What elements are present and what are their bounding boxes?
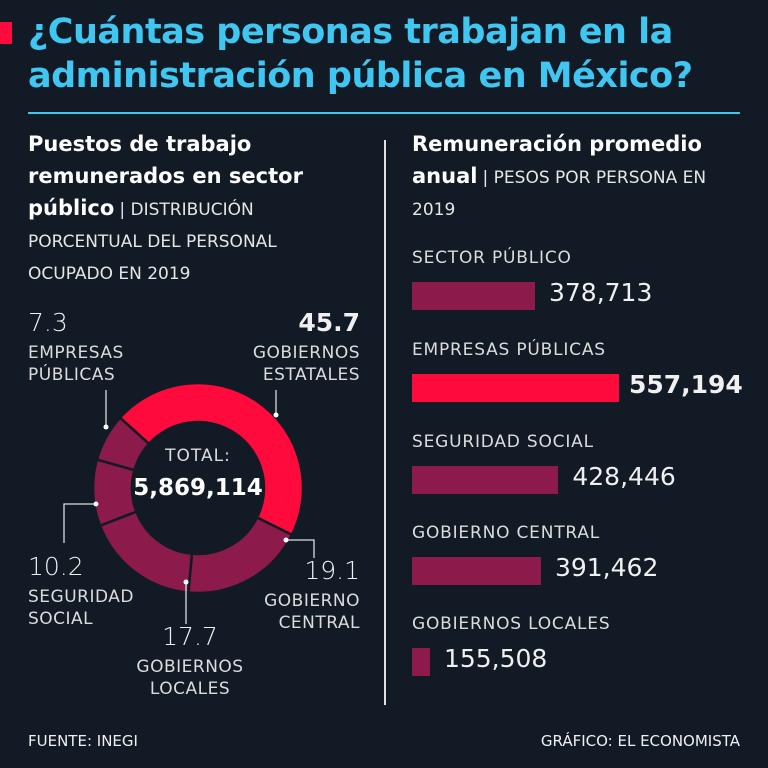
credit-note: GRÁFICO: EL ECONOMISTA bbox=[540, 732, 740, 750]
page-title: ¿Cuántas personas trabajan en la adminis… bbox=[28, 12, 693, 96]
bar bbox=[412, 282, 535, 310]
bar-value-label: 428,446 bbox=[572, 462, 676, 491]
slice-label-empresas: EMPRESAS PÚBLICAS bbox=[28, 343, 124, 385]
left-heading-block: Puestos de trabajo remunerados en sector… bbox=[28, 128, 348, 290]
slice-value-estatales: 45.7 bbox=[298, 308, 360, 337]
bar-category-label: GOBIERNOS LOCALES bbox=[412, 614, 611, 634]
leader-dot bbox=[103, 424, 109, 430]
column-divider bbox=[384, 140, 386, 705]
bar bbox=[412, 374, 619, 402]
left-heading: Puestos de trabajo remunerados en sector… bbox=[28, 132, 303, 220]
bar-category-label: SECTOR PÚBLICO bbox=[412, 248, 572, 268]
right-heading-block: Remuneración promedio anual | PESOS POR … bbox=[412, 128, 742, 226]
bar-category-label: EMPRESAS PÚBLICAS bbox=[412, 340, 606, 360]
leader-central bbox=[286, 539, 315, 558]
leader-dot bbox=[283, 537, 289, 543]
bar bbox=[412, 557, 541, 585]
donut-chart bbox=[63, 381, 315, 624]
donut-slice-empresas-públicas bbox=[95, 415, 151, 472]
bar-value-label: 378,713 bbox=[548, 278, 653, 307]
slice-value-central: 19.1 bbox=[304, 556, 360, 585]
title-rule bbox=[28, 112, 740, 114]
bar-value-label: 391,462 bbox=[554, 553, 659, 582]
bar-category-label: GOBIERNO CENTRAL bbox=[412, 523, 601, 543]
bar-value-label: 557,194 bbox=[628, 370, 743, 399]
left-subtitle: | DISTRIBUCIÓN PORCENTUAL DEL PERSONAL O… bbox=[28, 200, 277, 284]
bar-category-label: SEGURIDAD SOCIAL bbox=[412, 432, 594, 452]
slice-label-estatales: GOBIERNOS ESTATALES bbox=[252, 343, 360, 385]
slice-value-locales: 17.7 bbox=[162, 622, 218, 651]
donut-slice-gobiernos-estatales bbox=[118, 381, 305, 537]
bar-value-label: 155,508 bbox=[443, 644, 548, 673]
leader-dot bbox=[273, 412, 279, 418]
donut-slice-gobiernos-locales bbox=[98, 510, 194, 594]
slice-value-seguridad: 10.2 bbox=[28, 552, 84, 581]
right-subtitle: | PESOS POR PERSONA EN 2019 bbox=[412, 168, 707, 220]
slice-value-empresas: 7.3 bbox=[28, 308, 68, 337]
title-marker bbox=[0, 22, 12, 44]
total-value: 5,869,114 bbox=[133, 475, 263, 501]
slice-label-seguridad: SEGURIDAD SOCIAL bbox=[28, 587, 134, 629]
slice-label-locales: GOBIERNOS LOCALES bbox=[136, 657, 244, 699]
leader-dot bbox=[183, 579, 189, 585]
bar bbox=[412, 648, 430, 676]
leader-seguridad bbox=[63, 503, 96, 543]
right-heading: Remuneración promedio anual bbox=[412, 132, 702, 188]
donut-slice-gobierno-central bbox=[186, 515, 294, 595]
source-note: FUENTE: INEGI bbox=[28, 732, 138, 750]
bar bbox=[412, 466, 559, 494]
slice-label-central: GOBIERNO CENTRAL bbox=[264, 591, 360, 633]
total-label: TOTAL: bbox=[165, 446, 231, 466]
leader-dot bbox=[93, 501, 99, 507]
